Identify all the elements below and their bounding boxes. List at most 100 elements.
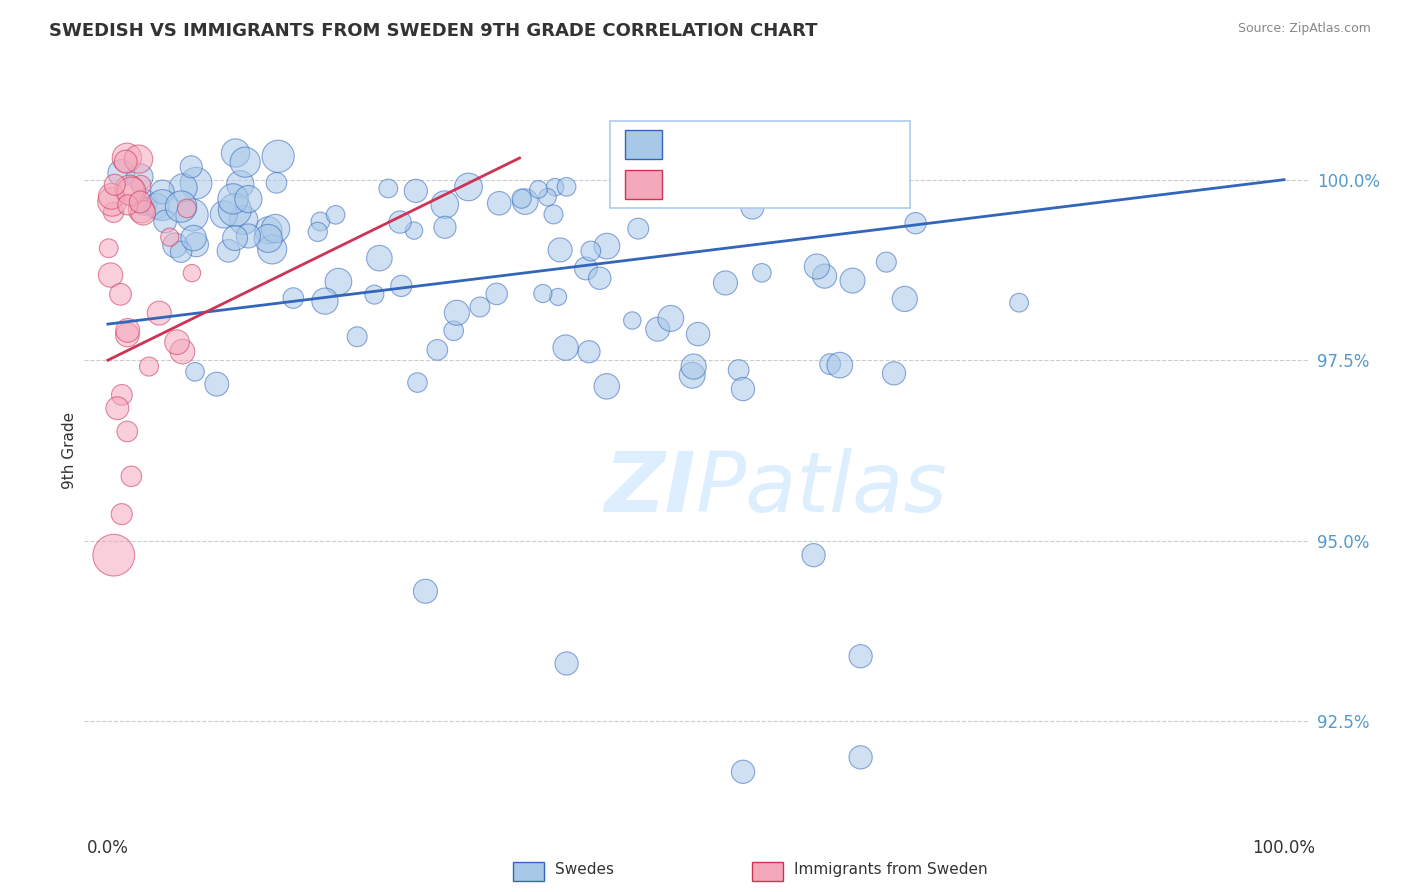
- Point: [686, 327, 709, 342]
- Point: [170, 244, 193, 259]
- Text: ZI: ZI: [605, 448, 696, 529]
- Point: [682, 359, 704, 374]
- Y-axis label: 9th Grade: 9th Grade: [62, 412, 77, 489]
- Point: [229, 178, 252, 192]
- Point: [309, 214, 332, 228]
- Point: [325, 208, 347, 222]
- Point: [818, 357, 841, 371]
- Point: [555, 179, 578, 194]
- Point: [172, 180, 194, 194]
- Point: [128, 152, 150, 166]
- Point: [727, 363, 749, 377]
- Point: [536, 190, 558, 204]
- Point: [145, 199, 167, 213]
- Point: [117, 328, 139, 343]
- Point: [828, 358, 851, 372]
- Point: [468, 300, 491, 314]
- Point: [389, 215, 412, 229]
- Point: [659, 311, 682, 326]
- Point: [148, 306, 170, 320]
- Point: [806, 260, 828, 274]
- Point: [172, 344, 194, 359]
- Point: [118, 183, 141, 197]
- Point: [266, 176, 288, 190]
- Point: [105, 401, 128, 416]
- Point: [120, 185, 142, 199]
- Point: [307, 225, 329, 239]
- Point: [267, 149, 290, 163]
- Point: [803, 548, 825, 562]
- Point: [222, 192, 245, 206]
- Point: [841, 274, 863, 288]
- FancyBboxPatch shape: [626, 129, 662, 159]
- Point: [405, 184, 427, 198]
- Point: [165, 238, 187, 252]
- Point: [184, 365, 207, 379]
- Point: [224, 203, 246, 218]
- Point: [101, 194, 124, 209]
- Point: [129, 194, 152, 209]
- Point: [531, 286, 554, 301]
- Point: [129, 178, 152, 193]
- Point: [875, 255, 897, 269]
- Point: [547, 290, 569, 304]
- Point: [131, 202, 153, 217]
- Point: [225, 146, 247, 161]
- Point: [485, 287, 508, 301]
- Point: [1008, 295, 1031, 310]
- FancyBboxPatch shape: [610, 120, 910, 208]
- Point: [488, 196, 510, 211]
- Point: [406, 376, 429, 390]
- Point: [100, 189, 122, 203]
- Point: [115, 151, 138, 165]
- Point: [186, 237, 208, 252]
- Point: [170, 200, 193, 214]
- Point: [159, 230, 181, 244]
- Text: Patlas: Patlas: [696, 448, 948, 529]
- Point: [457, 180, 479, 194]
- Point: [181, 208, 204, 222]
- Point: [813, 269, 835, 284]
- Point: [132, 205, 155, 219]
- Point: [238, 229, 260, 244]
- Point: [103, 548, 125, 562]
- Point: [180, 266, 202, 280]
- Point: [150, 198, 173, 212]
- Point: [257, 231, 280, 245]
- Point: [883, 367, 905, 381]
- Point: [515, 194, 537, 209]
- Point: [238, 192, 260, 206]
- Point: [402, 224, 425, 238]
- Point: [114, 154, 136, 169]
- Point: [627, 221, 650, 235]
- Point: [205, 377, 228, 392]
- Point: [377, 181, 399, 195]
- Point: [283, 291, 305, 305]
- Point: [117, 323, 139, 337]
- Point: [714, 276, 737, 290]
- Point: [731, 382, 754, 396]
- Point: [443, 324, 465, 338]
- Point: [314, 294, 336, 309]
- Point: [120, 469, 142, 483]
- Point: [575, 261, 598, 276]
- Point: [184, 176, 207, 190]
- Text: Source: ZipAtlas.com: Source: ZipAtlas.com: [1237, 22, 1371, 36]
- Text: SWEDISH VS IMMIGRANTS FROM SWEDEN 9TH GRADE CORRELATION CHART: SWEDISH VS IMMIGRANTS FROM SWEDEN 9TH GR…: [49, 22, 818, 40]
- Point: [217, 244, 239, 258]
- Point: [415, 584, 437, 599]
- Point: [596, 239, 619, 253]
- Point: [232, 213, 254, 227]
- Point: [849, 649, 872, 664]
- Text: Immigrants from Sweden: Immigrants from Sweden: [794, 863, 988, 877]
- Point: [328, 275, 350, 289]
- Point: [166, 335, 188, 350]
- Point: [894, 292, 917, 306]
- Point: [233, 155, 256, 169]
- Point: [741, 201, 763, 215]
- Point: [180, 160, 202, 174]
- Point: [132, 195, 155, 210]
- Text: R =  0.480    N =  32: R = 0.480 N = 32: [678, 161, 869, 176]
- Point: [731, 764, 754, 779]
- Point: [579, 244, 602, 258]
